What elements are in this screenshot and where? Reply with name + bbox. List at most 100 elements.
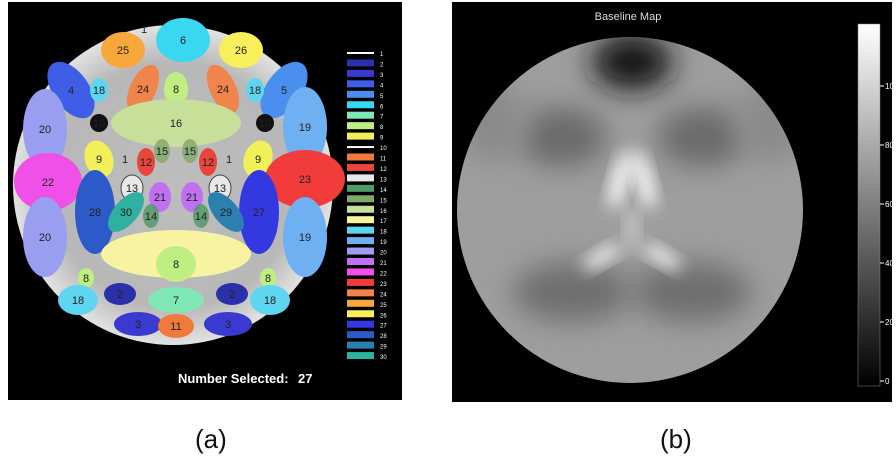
legend-label-26: 26 — [380, 313, 387, 319]
region-map-panel: 6 25 26 4 5 18 18 24 24 8 16 20 19 10 10 9 9 22 23 12 12 28 27… — [8, 2, 402, 400]
legend-label-18: 18 — [380, 230, 387, 236]
legend-label-1: 1 — [380, 52, 384, 58]
legend-label-13: 13 — [380, 177, 387, 183]
legend-swatch-22 — [347, 268, 374, 276]
baseline-map-svg: Baseline Map 1000 800 600 400 200 0 — [457, 11, 896, 387]
region-label-5: 5 — [281, 85, 287, 97]
region-6 — [156, 18, 210, 62]
region-3 — [114, 312, 162, 336]
region-2 — [104, 283, 136, 305]
region-label-12: 12 — [140, 157, 152, 169]
legend-swatch-11 — [347, 153, 374, 161]
legend-swatch-10 — [347, 146, 374, 149]
region-26 — [219, 32, 263, 68]
region-21 — [181, 182, 203, 212]
region-label-20: 20 — [39, 124, 51, 136]
region-14 — [193, 204, 209, 228]
legend-swatch-27 — [347, 320, 374, 328]
region-label-18: 18 — [93, 85, 105, 97]
caption-b: (b) — [660, 424, 692, 454]
region-20 — [23, 89, 67, 169]
region-18 — [58, 285, 98, 315]
legend-label-23: 23 — [380, 282, 387, 288]
region-9 — [243, 140, 273, 178]
colorbar-tick-label: 800 — [885, 141, 892, 150]
region-10 — [256, 114, 274, 132]
region-label-14: 14 — [195, 211, 207, 223]
legend-swatch-4 — [347, 80, 374, 88]
region-label-16: 16 — [170, 118, 182, 130]
legend-label-16: 16 — [380, 209, 387, 215]
legend-swatch-13 — [347, 174, 374, 182]
region-22 — [14, 153, 82, 211]
legend-label-11: 11 — [380, 157, 387, 163]
region-label-8: 8 — [265, 273, 271, 285]
region-label-25: 25 — [117, 45, 129, 57]
region-label-6: 6 — [180, 35, 186, 47]
legend-label-3: 3 — [380, 73, 384, 79]
region-21 — [149, 182, 171, 212]
legend-label-27: 27 — [380, 324, 387, 330]
legend-label-2: 2 — [380, 62, 384, 68]
region-label-18: 18 — [72, 295, 84, 307]
region-label-15: 15 — [184, 146, 196, 158]
region-19 — [283, 87, 327, 167]
legend-swatch-9 — [347, 132, 374, 140]
legend-label-8: 8 — [380, 125, 384, 131]
region-label-10: 10 — [259, 118, 271, 130]
region-25 — [101, 32, 145, 68]
legend-swatch-12 — [347, 163, 374, 171]
legend-label-7: 7 — [380, 115, 384, 121]
colorbar-ticks: 1000 800 600 400 200 0 — [880, 82, 896, 386]
region-label-8: 8 — [83, 273, 89, 285]
region-7 — [148, 287, 204, 313]
legend-swatch-29 — [347, 341, 374, 349]
region-label-26: 26 — [235, 45, 247, 57]
region-8 — [78, 268, 94, 288]
legend-label-14: 14 — [380, 188, 387, 194]
legend-label-28: 28 — [380, 334, 387, 340]
region-12 — [137, 148, 155, 176]
legend-swatch-15 — [347, 195, 374, 203]
colorbar-tick-label: 1000 — [885, 82, 892, 91]
region-20 — [23, 197, 67, 277]
legend-swatch-23 — [347, 278, 374, 286]
legend-label-29: 29 — [380, 345, 387, 351]
legend-label-12: 12 — [380, 167, 387, 173]
region-label-24: 24 — [137, 84, 149, 96]
region-label-2: 2 — [117, 289, 123, 301]
region-label-8: 8 — [173, 84, 179, 96]
region-label-11: 11 — [170, 321, 181, 333]
legend-swatch-24 — [347, 289, 374, 297]
region-label-8: 8 — [173, 259, 179, 271]
legend: 1234567891011121314151617181920212223242… — [347, 52, 387, 361]
legend-swatch-28 — [347, 331, 374, 339]
legend-label-20: 20 — [380, 251, 387, 257]
region-label-18: 18 — [264, 295, 276, 307]
region-label-1: 1 — [122, 154, 128, 166]
legend-label-24: 24 — [380, 292, 387, 298]
legend-swatch-6 — [347, 101, 374, 109]
legend-swatch-21 — [347, 258, 374, 265]
region-label-9: 9 — [96, 154, 102, 166]
region-label-21: 21 — [154, 192, 166, 204]
region-label-19: 19 — [299, 232, 311, 244]
region-15 — [182, 139, 198, 163]
region-label-12: 12 — [202, 157, 214, 169]
number-selected-label: Number Selected: — [178, 371, 289, 386]
region-14 — [143, 204, 159, 228]
legend-label-6: 6 — [380, 104, 384, 110]
legend-swatch-2 — [347, 59, 374, 67]
region-label-9: 9 — [255, 154, 261, 166]
region-23 — [265, 150, 345, 208]
baseline-map-panel: Baseline Map 1000 800 600 400 200 0 — [452, 2, 896, 402]
region-8 — [260, 268, 276, 288]
region-2 — [216, 283, 248, 305]
region-label-27: 27 — [253, 207, 265, 219]
region-label-10: 10 — [93, 118, 105, 130]
region-label-4: 4 — [68, 85, 74, 97]
region-12 — [199, 148, 217, 176]
region-15 — [154, 139, 170, 163]
legend-swatch-1 — [347, 52, 374, 54]
